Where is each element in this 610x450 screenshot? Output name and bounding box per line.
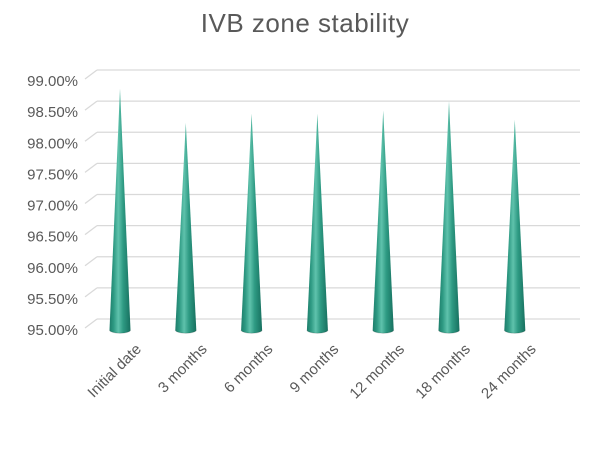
y-tick-label: 98.50% <box>27 104 78 121</box>
cone-base-edge <box>174 329 197 334</box>
x-category-label: 6 months <box>221 341 277 397</box>
x-category-label: 24 months <box>478 341 540 403</box>
gridline-bevel <box>84 100 98 111</box>
y-tick-label: 99.00% <box>27 73 78 90</box>
gridline-bevel <box>84 69 98 80</box>
cone-bar <box>175 122 197 334</box>
gridline-bevel <box>84 131 98 142</box>
y-tick-label: 95.00% <box>27 322 78 339</box>
y-tick-label: 97.00% <box>27 198 78 215</box>
y-tick-label: 97.50% <box>27 166 78 183</box>
gridline-bevel <box>84 193 98 205</box>
x-category-label: 3 months <box>155 341 211 397</box>
cone-bar <box>438 101 460 334</box>
x-category-label: 18 months <box>412 341 474 403</box>
x-category-label: 9 months <box>287 341 343 397</box>
gridline-bevel <box>84 225 98 236</box>
cone-bar <box>241 113 263 334</box>
y-tick-label: 98.00% <box>27 135 78 152</box>
cone-base-edge <box>503 329 526 334</box>
x-category-label: Initial date <box>84 341 144 401</box>
cone-base-edge <box>306 329 329 334</box>
cone-bar <box>372 110 394 334</box>
x-category-label: 12 months <box>346 341 408 403</box>
gridline-bevel <box>84 256 98 267</box>
chart-title: IVB zone stability <box>200 8 410 38</box>
gridline-bevel <box>84 162 98 173</box>
cone-bar <box>306 113 328 334</box>
cone-base-edge <box>109 329 131 334</box>
cone-base-edge <box>372 329 395 334</box>
cone-bar <box>504 119 526 334</box>
y-tick-label: 96.50% <box>27 229 78 246</box>
cone-bar <box>109 88 131 334</box>
gridline-bevel <box>84 318 98 329</box>
cone-base-edge <box>438 329 460 334</box>
cone-base-edge <box>240 329 263 334</box>
y-tick-label: 96.00% <box>27 260 78 277</box>
y-tick-label: 95.50% <box>27 291 78 308</box>
gridline-bevel <box>84 287 98 298</box>
